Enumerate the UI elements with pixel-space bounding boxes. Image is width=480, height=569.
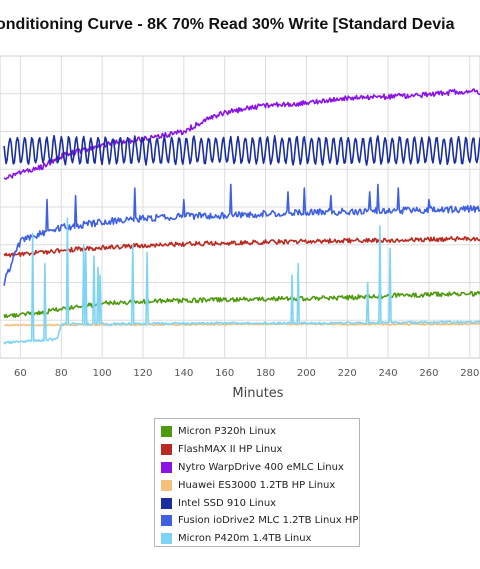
legend-swatch: [161, 479, 172, 491]
legend: Micron P320h Linux FlashMAX II HP Linux Ny…: [154, 418, 360, 547]
legend-label: Micron P420m 1.4TB Linux: [178, 533, 312, 545]
legend-item[interactable]: Micron P320h Linux: [161, 423, 353, 441]
x-tick-label: 200: [297, 368, 316, 379]
legend-label: Nytro WarpDrive 400 eMLC Linux: [178, 461, 344, 473]
legend-label: Huawei ES3000 1.2TB HP Linux: [178, 479, 336, 491]
series-lines: [3, 88, 480, 345]
legend-item[interactable]: FlashMAX II HP Linux: [161, 441, 353, 459]
x-axis-ticks: 60 80 100 120 140 160 180 200 220 240 260 280: [14, 368, 479, 379]
legend-item[interactable]: Fusion ioDrive2 MLC 1.2TB Linux HP: [161, 512, 358, 530]
x-tick-label: 140: [174, 368, 193, 379]
legend-label: Fusion ioDrive2 MLC 1.2TB Linux HP: [178, 515, 359, 527]
x-tick-label: 240: [379, 368, 398, 379]
x-tick-label: 280: [460, 368, 479, 379]
legend-swatch: [161, 461, 172, 473]
legend-item[interactable]: Huawei ES3000 1.2TB HP Linux: [161, 476, 353, 494]
x-tick-label: 160: [215, 368, 234, 379]
x-tick-label: 220: [338, 368, 357, 379]
legend-swatch: [161, 533, 172, 545]
legend-label: Micron P320h Linux: [178, 426, 277, 438]
legend-item[interactable]: Intel SSD 910 Linux: [161, 494, 353, 512]
series-line-4: [3, 134, 480, 166]
series-line-5: [3, 183, 480, 286]
legend-swatch: [161, 426, 172, 438]
x-tick-label: 260: [419, 368, 438, 379]
legend-swatch: [161, 497, 172, 509]
chart-title: onditioning Curve - 8K 70% Read 30% Writ…: [0, 16, 455, 33]
legend-item[interactable]: Nytro WarpDrive 400 eMLC Linux: [161, 459, 353, 477]
legend-swatch: [161, 515, 172, 527]
x-tick-label: 60: [14, 368, 27, 379]
legend-label: Intel SSD 910 Linux: [178, 497, 277, 509]
x-axis-label: Minutes: [232, 386, 284, 401]
legend-swatch: [161, 444, 172, 456]
x-tick-label: 80: [55, 368, 68, 379]
series-line-2: [3, 88, 480, 180]
series-line-6: [3, 217, 480, 345]
x-tick-label: 100: [93, 368, 112, 379]
legend-item[interactable]: Micron P420m 1.4TB Linux: [161, 530, 353, 548]
x-tick-label: 180: [256, 368, 275, 379]
x-tick-label: 120: [133, 368, 152, 379]
legend-label: FlashMAX II HP Linux: [178, 444, 283, 456]
